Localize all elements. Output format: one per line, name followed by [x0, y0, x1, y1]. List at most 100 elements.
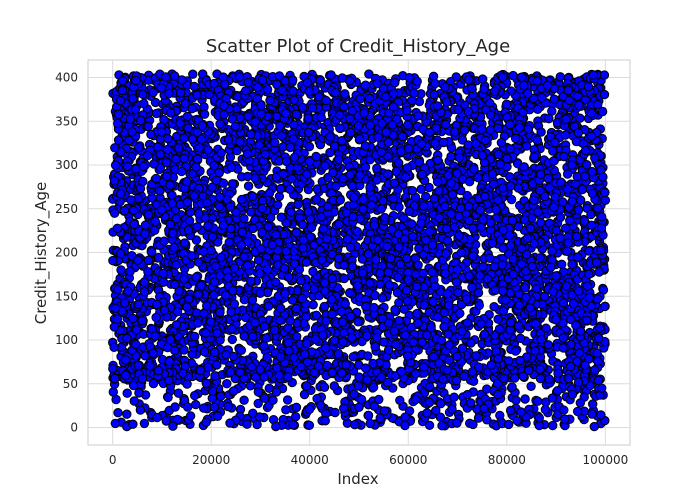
- scatter-point: [139, 418, 150, 429]
- scatter-point: [590, 365, 600, 375]
- scatter-point: [173, 388, 184, 398]
- scatter-point: [471, 351, 481, 361]
- scatter-point: [271, 277, 281, 287]
- scatter-point: [535, 253, 545, 263]
- scatter-point: [271, 421, 281, 432]
- scatter-point: [592, 348, 602, 359]
- scatter-point: [437, 421, 447, 431]
- scatter-point: [507, 382, 517, 392]
- scatter-point: [520, 215, 530, 225]
- scatter-points: [108, 69, 611, 432]
- scatter-point: [164, 88, 174, 99]
- scatter-point: [557, 259, 567, 269]
- scatter-point: [113, 408, 123, 418]
- scatter-point: [143, 267, 153, 277]
- scatter-point: [250, 117, 261, 127]
- scatter-point: [350, 420, 360, 430]
- scatter-point: [561, 281, 572, 291]
- scatter-point: [199, 403, 209, 413]
- scatter-point: [140, 351, 150, 361]
- scatter-point: [227, 179, 238, 189]
- scatter-point: [424, 420, 435, 430]
- scatter-point: [287, 174, 297, 184]
- scatter-point: [595, 323, 605, 333]
- scatter-point: [201, 417, 211, 427]
- scatter-point: [562, 169, 573, 179]
- scatter-point: [153, 252, 164, 263]
- scatter-point: [277, 131, 287, 141]
- scatter-point: [533, 104, 543, 115]
- scatter-point: [291, 412, 301, 422]
- scatter-point: [237, 194, 247, 205]
- scatter-point: [196, 280, 206, 291]
- scatter-point: [185, 411, 196, 421]
- scatter-point: [222, 379, 232, 389]
- scatter-point: [372, 175, 382, 185]
- scatter-point: [360, 80, 371, 90]
- scatter-point: [430, 78, 440, 89]
- scatter-point: [227, 324, 237, 334]
- scatter-point: [304, 86, 314, 97]
- scatter-point: [495, 234, 506, 245]
- scatter-point: [502, 153, 512, 164]
- scatter-point: [599, 89, 610, 100]
- scatter-point: [347, 333, 357, 343]
- scatter-point: [495, 159, 505, 169]
- scatter-point: [508, 70, 518, 81]
- scatter-point: [182, 176, 192, 187]
- scatter-point: [586, 209, 596, 220]
- scatter-point: [467, 83, 477, 94]
- scatter-point: [413, 260, 423, 270]
- scatter-point: [289, 95, 299, 105]
- scatter-point: [329, 381, 339, 391]
- scatter-point: [414, 243, 424, 254]
- scatter-point: [389, 178, 400, 189]
- scatter-point: [354, 372, 364, 382]
- scatter-point: [354, 134, 365, 144]
- scatter-point: [278, 169, 289, 179]
- scatter-point: [430, 138, 440, 149]
- scatter-point: [487, 238, 498, 249]
- scatter-point: [363, 351, 373, 361]
- scatter-point: [180, 98, 190, 109]
- scatter-point: [253, 255, 264, 265]
- scatter-point: [165, 180, 175, 190]
- scatter-point: [282, 395, 293, 405]
- scatter-point: [288, 134, 299, 144]
- scatter-point: [429, 90, 439, 100]
- scatter-point: [239, 395, 249, 405]
- scatter-point: [478, 74, 488, 84]
- scatter-point: [563, 373, 574, 384]
- scatter-point: [305, 214, 316, 225]
- scatter-point: [125, 266, 135, 277]
- scatter-point: [193, 257, 204, 267]
- scatter-point: [593, 356, 603, 366]
- scatter-point: [170, 279, 180, 290]
- scatter-point: [400, 420, 410, 431]
- scatter-point: [400, 412, 410, 422]
- scatter-point: [548, 420, 558, 431]
- scatter-point: [373, 132, 383, 143]
- scatter-point: [346, 242, 356, 253]
- scatter-point: [363, 410, 374, 421]
- scatter-point: [427, 267, 437, 277]
- scatter-point: [534, 420, 544, 431]
- scatter-point: [162, 158, 172, 168]
- scatter-point: [353, 381, 364, 391]
- scatter-point: [549, 202, 559, 212]
- scatter-point: [227, 334, 238, 345]
- scatter-point: [135, 115, 146, 126]
- scatter-point: [113, 135, 124, 145]
- scatter-point: [588, 70, 599, 80]
- scatter-point: [315, 75, 325, 85]
- scatter-point: [184, 216, 195, 226]
- scatter-point: [494, 324, 505, 334]
- scatter-point: [291, 303, 301, 314]
- scatter-point: [402, 106, 412, 116]
- scatter-point: [452, 418, 462, 428]
- scatter-point: [579, 216, 590, 226]
- scatter-point: [365, 418, 375, 429]
- scatter-point: [339, 328, 349, 338]
- scatter-point: [336, 306, 347, 317]
- scatter-point: [242, 419, 252, 429]
